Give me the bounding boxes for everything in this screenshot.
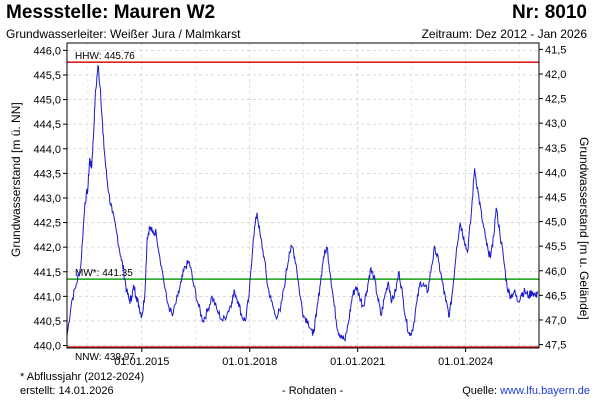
- footnote: * Abflussjahr (2012-2024): [20, 371, 145, 383]
- page-title: Messstelle: Mauren W2: [6, 2, 216, 23]
- tick-label-layer: 440,0 440,5 441,0 441,5 442,0 442,5 443,0 443,5…: [33, 44, 566, 368]
- series-line: [66, 64, 539, 343]
- y2-tick-label: 42,5: [545, 94, 566, 106]
- reference-line-label: MW*: 441.35: [75, 268, 133, 279]
- grid-layer: [67, 43, 539, 348]
- y2-tick-label: 47,0: [545, 315, 566, 327]
- y2-tick-label: 47,5: [545, 340, 566, 352]
- y2-tick-label: 42,0: [545, 69, 566, 81]
- raw-data-note: - Rohdaten -: [282, 385, 344, 397]
- y2-tick-label: 44,0: [545, 167, 566, 179]
- y2-tick-label: 43,0: [545, 118, 566, 130]
- source-label: Quelle:: [462, 385, 501, 397]
- source-link[interactable]: www.lfu.bayern.de: [500, 385, 590, 397]
- y2-tick-label: 46,0: [545, 266, 566, 278]
- y-tick-label: 446,0: [33, 45, 61, 57]
- reference-line-label: HHW: 445.76: [75, 51, 135, 62]
- x-tick-label: 01.01.2021: [330, 356, 385, 368]
- y-tick-label: 443,5: [33, 168, 61, 180]
- y-tick-label: 444,0: [33, 144, 61, 156]
- y2-tick-label: 44,5: [545, 192, 566, 204]
- y-tick-label: 444,5: [33, 119, 61, 131]
- y-tick-label: 445,5: [33, 70, 61, 82]
- station-number: Nr: 8010: [512, 2, 587, 23]
- y2-tick-label: 46,5: [545, 290, 566, 302]
- y2-tick-label: 43,5: [545, 143, 566, 155]
- y2-tick-label: 45,5: [545, 241, 566, 253]
- created-date: erstellt: 14.01.2026: [20, 385, 114, 397]
- y2-tick-label: 45,0: [545, 217, 566, 229]
- y-tick-label: 442,5: [33, 218, 61, 230]
- x-tick-label: 01.01.2015: [114, 356, 169, 368]
- source-attribution: Quelle: www.lfu.bayern.de: [462, 385, 590, 397]
- plot-frame: [66, 42, 540, 349]
- aquifer-label: Grundwasserleiter: Weißer Jura / Malmkar…: [6, 27, 241, 41]
- y-tick-label: 442,0: [33, 242, 61, 254]
- y-tick-label: 443,0: [33, 193, 61, 205]
- y-tick-label: 441,5: [33, 267, 61, 279]
- x-tick-label: 01.01.2018: [222, 356, 277, 368]
- y-tick-label: 440,0: [33, 341, 61, 353]
- reference-line-label: NNW: 439.97: [75, 352, 135, 363]
- y-tick-label: 440,5: [33, 316, 61, 328]
- period-label: Zeitraum: Dez 2012 - Jan 2026: [421, 27, 587, 41]
- y-tick-label: 441,0: [33, 291, 61, 303]
- y2-tick-label: 41,5: [545, 44, 566, 56]
- x-tick-label: 01.01.2024: [438, 356, 493, 368]
- series-layer: [66, 64, 539, 343]
- y-tick-label: 445,0: [33, 95, 61, 107]
- reference-lines-layer: HHW: 445.76 MW*: 441.35 NNW: 439.97: [67, 51, 539, 363]
